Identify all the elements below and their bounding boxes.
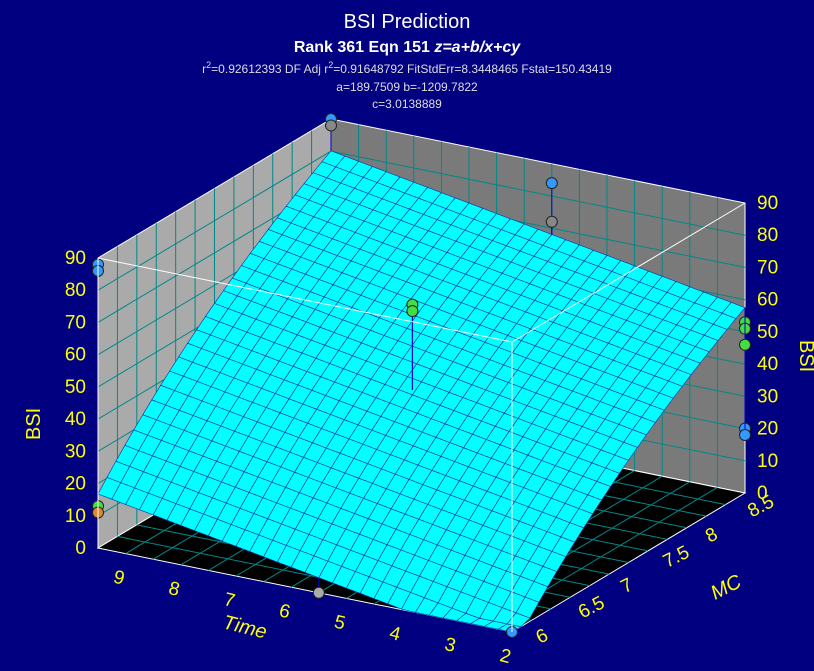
tick-label: 4 <box>387 623 403 646</box>
data-point-1 <box>312 586 325 599</box>
tick-label: 7 <box>617 574 636 598</box>
tick-label: 0 <box>75 538 86 559</box>
tick-label: 3 <box>442 634 457 657</box>
r2-base: r <box>202 62 206 76</box>
tick-label: 0 <box>757 483 768 504</box>
parameters-line-1: a=189.7509 b=-1209.7822 <box>336 80 478 94</box>
tick-label: 70 <box>65 312 86 333</box>
tick-label: 7 <box>222 589 237 612</box>
tick-label: 7.5 <box>660 542 693 573</box>
data-point-16 <box>739 338 751 351</box>
fit-statistics: r2=0.92612393 DF Adj r2=0.91648792 FitSt… <box>202 60 612 76</box>
tick-label: 8.5 <box>745 491 778 522</box>
tick-label: 8 <box>702 524 721 548</box>
y-axis-label: Time <box>221 612 269 644</box>
adj-r2-value: =0.91648792 FitStdErr=8.3448465 Fstat=15… <box>333 62 612 76</box>
axis-tick-labels: 0 0 10 10 20 20 30 30 40 40 50 50 60 60 70 70 80 80 90 90 2 3… <box>65 193 778 668</box>
tick-label: 6.5 <box>575 592 608 623</box>
tick-label: 9 <box>111 567 126 590</box>
chart-subtitle: Rank 361 Eqn 151 z=a+b/x+cy <box>294 39 521 56</box>
r2-sup: 2 <box>206 60 211 70</box>
tick-label: 40 <box>65 409 86 430</box>
parameters-line-2: c=3.0138889 <box>372 97 442 111</box>
adj-r2-sup: 2 <box>328 60 333 70</box>
tick-label: 6 <box>533 625 552 649</box>
chart-title: BSI Prediction <box>344 11 471 33</box>
data-point-9 <box>325 119 337 132</box>
surface-cell <box>721 302 746 319</box>
frame-edge <box>511 202 746 343</box>
tick-label: 60 <box>757 290 778 311</box>
z-axis-label-right: BSI <box>795 340 814 372</box>
tick-label: 50 <box>757 322 778 343</box>
frame-edge <box>97 257 513 343</box>
tick-label: 30 <box>65 441 86 462</box>
front-frame <box>97 202 746 632</box>
x-axis-label: MC <box>707 570 745 604</box>
tick-label: 90 <box>757 193 778 214</box>
tick-label: 5 <box>332 612 347 635</box>
tick-label: 30 <box>757 386 778 407</box>
tick-label: 90 <box>65 248 86 269</box>
tick-label: 8 <box>166 578 181 601</box>
tick-label: 10 <box>757 451 778 472</box>
subtitle-equation: z=a+b/x+cy <box>433 39 521 56</box>
fitted-surface <box>97 150 746 633</box>
tick-label: 6 <box>277 600 292 623</box>
data-point-7 <box>406 305 419 318</box>
data-point-11 <box>739 429 751 441</box>
tick-label: 50 <box>65 377 86 398</box>
data-point-12 <box>545 177 558 190</box>
tick-label: 2 <box>498 645 513 666</box>
tick-label: 70 <box>757 257 778 278</box>
tick-label: 20 <box>65 474 86 495</box>
tick-label: 80 <box>65 280 86 301</box>
r2-value: =0.92612393 DF Adj r <box>211 62 328 76</box>
tick-label: 80 <box>757 225 778 246</box>
z-axis-label-left: BSI <box>23 408 45 440</box>
data-point-13 <box>545 215 558 228</box>
tick-label: 10 <box>65 506 86 527</box>
tick-label: 40 <box>757 354 778 375</box>
tick-label: 20 <box>757 419 778 440</box>
tick-label: 60 <box>65 345 86 366</box>
subtitle-prefix: Rank 361 Eqn 151 <box>294 39 435 56</box>
